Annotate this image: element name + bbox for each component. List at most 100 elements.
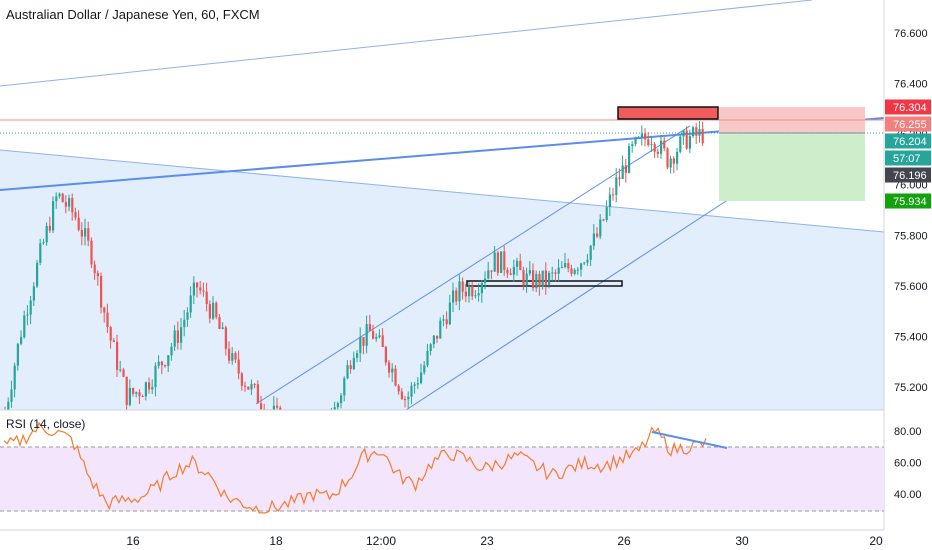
- candle-body: [42, 242, 45, 244]
- candle: [592, 223, 595, 250]
- support-box[interactable]: [466, 280, 623, 287]
- candle: [528, 261, 531, 276]
- candle: [282, 413, 284, 440]
- candle: [96, 270, 99, 286]
- price-badge-label: 75.934: [893, 196, 927, 208]
- candle-body: [282, 419, 284, 430]
- candle-body: [452, 290, 455, 303]
- resistance-box[interactable]: [617, 106, 719, 120]
- candle-body: [333, 407, 336, 410]
- candle: [410, 382, 413, 405]
- candle-body: [125, 376, 128, 405]
- candle-body: [423, 365, 426, 373]
- candle-body: [618, 177, 621, 179]
- candle-body: [589, 245, 592, 260]
- take-profit-zone[interactable]: [719, 133, 865, 201]
- price-badge-label: 76.304: [893, 102, 927, 114]
- candle-body: [516, 260, 519, 267]
- candle: [615, 168, 618, 203]
- price-tick-label: 76.000: [894, 180, 928, 192]
- candle: [183, 310, 186, 337]
- candle-body: [327, 415, 329, 425]
- candle: [327, 414, 329, 428]
- price-pane: [0, 0, 884, 446]
- candle-body: [228, 348, 231, 361]
- candle: [103, 306, 106, 323]
- candle-body: [570, 268, 573, 274]
- candle-body: [157, 361, 160, 366]
- candle-body: [432, 335, 435, 345]
- candle-body: [266, 412, 268, 416]
- candle: [503, 245, 506, 277]
- candle: [148, 377, 151, 394]
- candle: [698, 121, 701, 143]
- candle: [413, 381, 416, 394]
- candle-body: [685, 130, 688, 149]
- candle-body: [160, 361, 163, 366]
- candle-body: [554, 272, 557, 274]
- candle: [512, 259, 515, 282]
- candle-body: [500, 251, 503, 273]
- candle: [452, 282, 455, 313]
- candle-body: [68, 198, 71, 207]
- candle-body: [557, 267, 560, 274]
- candle: [368, 314, 371, 332]
- candle: [692, 125, 695, 138]
- candle: [612, 187, 615, 201]
- price-badge-bg: [885, 150, 931, 166]
- candle: [381, 328, 384, 348]
- candle: [199, 280, 202, 295]
- price-badge: 76.304: [885, 99, 931, 115]
- candle-body: [215, 302, 218, 318]
- candle-body: [647, 139, 650, 146]
- candle-body: [394, 368, 397, 386]
- candle-body: [660, 140, 663, 154]
- candle: [551, 266, 554, 282]
- candle-body: [90, 240, 93, 265]
- candle-body: [55, 196, 58, 202]
- candle-body: [468, 285, 471, 297]
- price-badge: 76.196: [885, 167, 931, 183]
- candle-body: [276, 405, 279, 408]
- candle-body: [96, 273, 99, 277]
- candle: [362, 337, 365, 355]
- candle-body: [302, 426, 304, 441]
- candle-body: [522, 270, 525, 286]
- candle-body: [16, 343, 19, 366]
- price-badge: 75.934: [885, 193, 931, 209]
- candle-body: [544, 270, 547, 285]
- candle-body: [148, 382, 151, 390]
- candle: [349, 360, 352, 374]
- candle: [468, 282, 471, 303]
- candle: [289, 423, 291, 444]
- candle: [538, 270, 541, 296]
- candle: [61, 192, 64, 203]
- candle: [167, 355, 170, 372]
- rsi-tick-label: 40.00: [894, 489, 922, 501]
- candle: [448, 294, 451, 326]
- candle-body: [586, 259, 589, 263]
- candle: [557, 259, 560, 282]
- candle: [333, 401, 336, 410]
- candle: [20, 330, 23, 346]
- candle: [74, 207, 77, 221]
- candle-body: [103, 307, 106, 313]
- candle: [432, 335, 435, 349]
- candle: [384, 345, 387, 366]
- candle: [26, 305, 29, 326]
- candle: [471, 281, 474, 301]
- candle: [519, 253, 522, 271]
- candle-body: [32, 286, 35, 301]
- candle-body: [615, 177, 618, 195]
- candle: [119, 360, 122, 373]
- rsi-tick-label: 60.00: [894, 458, 922, 470]
- candle: [132, 387, 135, 397]
- candle: [637, 136, 640, 139]
- candle: [570, 264, 573, 277]
- candle: [318, 417, 320, 446]
- candle-body: [292, 425, 294, 437]
- candle: [109, 325, 112, 349]
- candle-body: [420, 372, 423, 384]
- candle-body: [237, 359, 240, 374]
